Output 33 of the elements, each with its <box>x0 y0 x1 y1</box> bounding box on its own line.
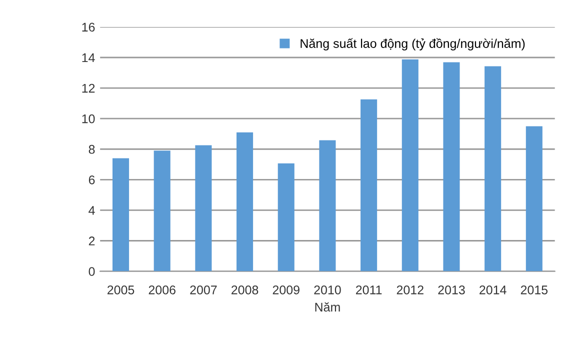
x-tick-label: 2005 <box>107 286 134 294</box>
bar <box>526 126 542 272</box>
x-axis-title: Năm <box>315 302 340 312</box>
y-tick-label: 10 <box>82 114 95 124</box>
bar <box>112 158 130 272</box>
bar <box>195 145 212 272</box>
x-tick-label: 2012 <box>396 286 424 294</box>
y-tick-label: 8 <box>88 144 95 154</box>
bar <box>443 62 460 272</box>
x-tick-label: 2014 <box>480 286 506 294</box>
bar <box>154 150 170 272</box>
bar <box>278 163 294 272</box>
x-tick-label: 2015 <box>520 286 548 294</box>
x-tick-label: 2013 <box>438 286 465 294</box>
y-tick-label: 0 <box>88 267 95 276</box>
bar <box>360 99 378 272</box>
y-tick-label: 6 <box>88 175 95 184</box>
y-tick-label: 4 <box>88 206 95 215</box>
legend-label: Năng suất lao động (tỷ đồng/người/năm) <box>300 38 525 50</box>
bar <box>236 132 254 272</box>
bar <box>484 66 502 272</box>
y-tick-label: 12 <box>82 84 95 93</box>
x-tick-label: 2009 <box>272 286 300 294</box>
y-tick-label: 16 <box>82 22 95 32</box>
x-tick-label: 2007 <box>190 286 217 294</box>
bar <box>319 140 336 272</box>
x-tick-label: 2006 <box>148 286 176 294</box>
x-tick-label: 2011 <box>356 286 382 294</box>
x-tick-label: 2008 <box>232 286 258 294</box>
x-tick-label: 2010 <box>314 286 341 294</box>
y-tick-label: 2 <box>88 236 95 246</box>
y-tick-label: 14 <box>82 53 95 62</box>
bar <box>402 59 418 272</box>
